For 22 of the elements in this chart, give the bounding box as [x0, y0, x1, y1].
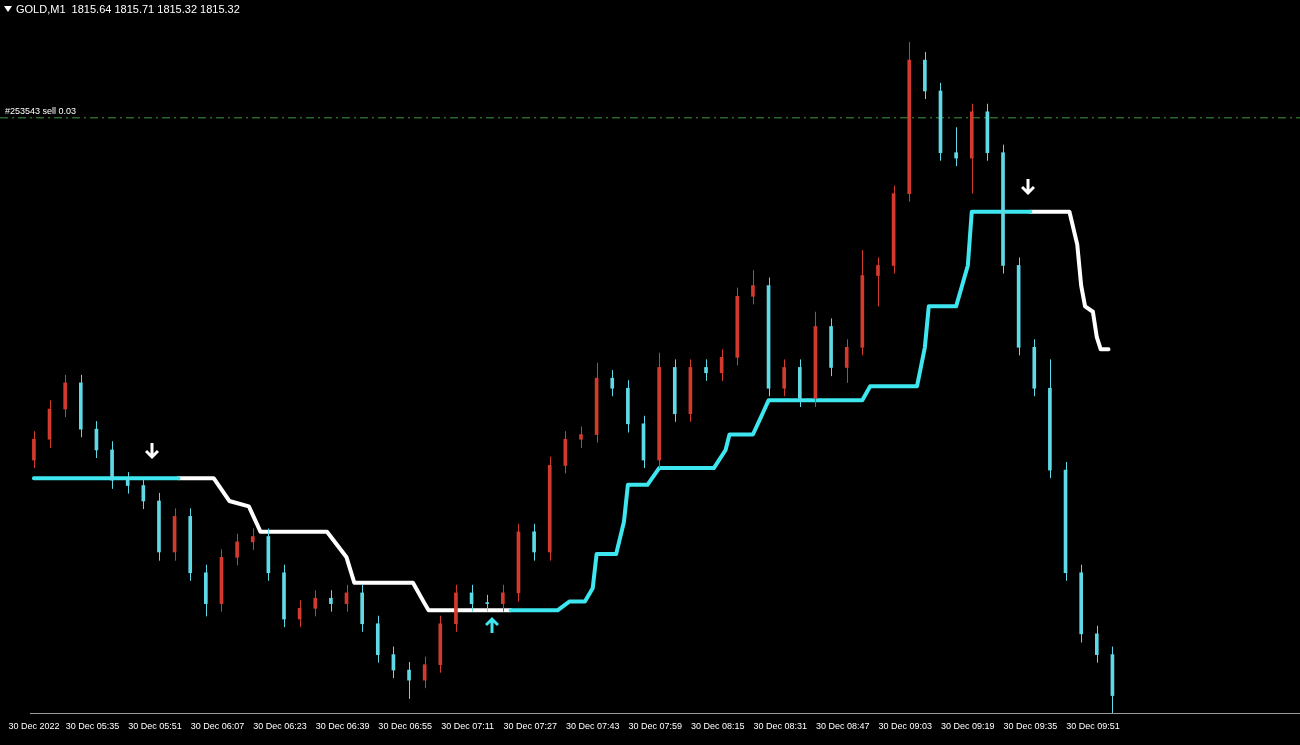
x-tick-label: 30 Dec 05:35 [65, 720, 120, 731]
x-tick-label: 30 Dec 07:27 [503, 720, 557, 731]
x-tick-label: 30 Dec 09:03 [878, 720, 933, 731]
x-tick-label: 30 Dec 06:07 [190, 720, 245, 731]
ref-line-label: #253543 sell 0.03 [5, 105, 77, 116]
candlestick [485, 594, 490, 613]
x-tick-label: 30 Dec 09:19 [941, 720, 995, 731]
x-tick-label: 30 Dec 07:43 [565, 720, 620, 731]
x-tick-label: 30 Dec 09:35 [1003, 720, 1058, 731]
x-tick-label: 30 Dec 09:51 [1066, 720, 1120, 731]
x-tick-label: 30 Dec 08:31 [753, 720, 808, 731]
candlestick [579, 425, 583, 449]
x-tick-label: 30 Dec 05:51 [128, 720, 182, 731]
x-tick-label: 30 Dec 08:15 [690, 720, 745, 731]
x-tick-label: 30 Dec 07:11 [441, 720, 495, 731]
x-tick-label: 30 Dec 08:47 [816, 720, 870, 731]
x-tick-label: 30 Dec 06:23 [253, 720, 307, 731]
x-tick-label: 30 Dec 2022 [8, 720, 60, 731]
x-tick-label: 30 Dec 07:59 [628, 720, 682, 731]
x-tick-label: 30 Dec 06:39 [315, 720, 370, 731]
chart-title: GOLD,M1 1815.64 1815.71 1815.32 1815.32 [16, 3, 240, 15]
x-tick-label: 30 Dec 06:55 [378, 720, 432, 731]
